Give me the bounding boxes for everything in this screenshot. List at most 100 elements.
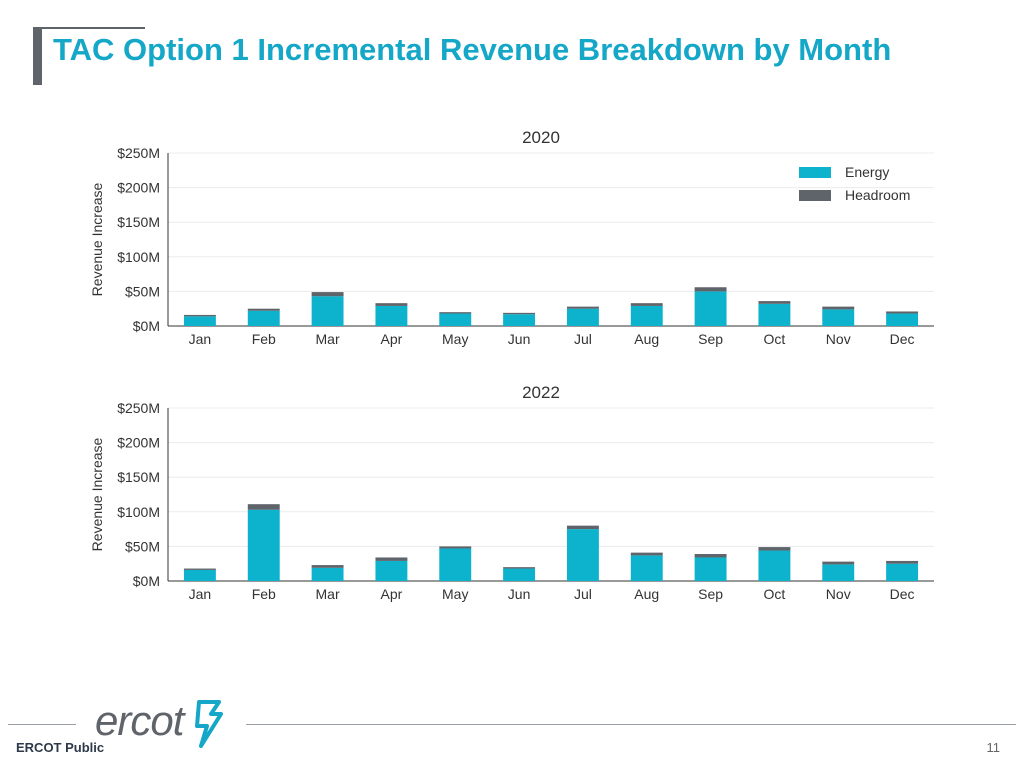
- y-tick-label: $150M: [117, 214, 160, 230]
- bar-headroom: [886, 560, 919, 564]
- chart-2020: 2020 Revenue Increase $0M $50M $100M $150M $20…: [89, 128, 934, 347]
- x-tick-label: Feb: [252, 331, 276, 347]
- footer-divider-left: [8, 724, 76, 725]
- x-tick-label: Mar: [316, 586, 340, 602]
- x-tick-label: Jan: [189, 331, 212, 347]
- ercot-logo: ercot: [95, 698, 230, 750]
- y-tick-label: $200M: [117, 435, 160, 451]
- bar-headroom: [247, 308, 280, 311]
- x-tick-label: Aug: [634, 331, 659, 347]
- bar-headroom: [247, 504, 280, 510]
- bar-headroom: [375, 557, 408, 561]
- bar-headroom: [503, 567, 536, 569]
- bar-headroom: [822, 306, 855, 310]
- title-accent-bar: [33, 27, 42, 85]
- bar-energy: [694, 291, 727, 326]
- bar-energy: [694, 557, 727, 581]
- bar-headroom: [758, 547, 791, 551]
- bar-headroom: [439, 312, 472, 314]
- x-tick-label: Aug: [634, 586, 659, 602]
- bar-headroom: [311, 565, 344, 568]
- y-tick-label: $100M: [117, 504, 160, 520]
- chart-title: 2020: [522, 128, 560, 147]
- y-tick-label: $0M: [133, 573, 160, 589]
- bar-energy: [630, 305, 663, 326]
- y-tick-label: $250M: [117, 145, 160, 161]
- bar-energy: [311, 296, 344, 326]
- bar-energy: [758, 550, 791, 581]
- x-tick-label: Jun: [508, 586, 531, 602]
- y-axis-label: Revenue Increase: [89, 437, 105, 551]
- bar-energy: [503, 568, 536, 581]
- bar-energy: [375, 560, 408, 581]
- bar-headroom: [694, 287, 727, 292]
- bar-energy: [886, 563, 919, 581]
- y-tick-label: $50M: [125, 538, 160, 554]
- x-tick-label: Oct: [764, 331, 786, 347]
- bar-headroom: [822, 561, 855, 565]
- bar-energy: [439, 313, 472, 326]
- lightning-bolt-icon: [195, 700, 223, 748]
- page-number: 11: [986, 740, 1001, 755]
- bar-energy: [822, 564, 855, 581]
- legend-label-energy: Energy: [845, 164, 889, 180]
- chart-2022: 2022 Revenue Increase $0M $50M $100M $150M $20…: [89, 383, 934, 602]
- bar-energy: [630, 555, 663, 581]
- x-tick-label: Sep: [698, 331, 723, 347]
- bar-energy: [311, 567, 344, 581]
- bar-energy: [566, 308, 599, 326]
- y-tick-label: $100M: [117, 249, 160, 265]
- bar-headroom: [630, 303, 663, 306]
- bar-energy: [822, 309, 855, 326]
- y-tick-label: $0M: [133, 318, 160, 334]
- bar-energy: [758, 303, 791, 326]
- legend-swatch-energy: [799, 167, 831, 178]
- bar-energy: [183, 316, 216, 326]
- x-tick-label: Jun: [508, 331, 531, 347]
- x-tick-label: Dec: [890, 331, 915, 347]
- bar-energy: [247, 509, 280, 581]
- bar-headroom: [375, 303, 408, 306]
- bar-headroom: [566, 525, 599, 530]
- bar-headroom: [503, 312, 536, 315]
- charts-area: 2020 Revenue Increase $0M $50M $100M $150M $20…: [89, 128, 934, 602]
- bar-energy: [566, 529, 599, 581]
- y-tick-label: $200M: [117, 180, 160, 196]
- x-tick-label: Jan: [189, 586, 212, 602]
- x-tick-label: May: [442, 586, 468, 602]
- x-tick-label: Feb: [252, 586, 276, 602]
- bar-headroom: [439, 546, 472, 549]
- bar-headroom: [183, 568, 216, 570]
- x-tick-label: Dec: [890, 586, 915, 602]
- logo-wordmark: ercot: [95, 697, 184, 744]
- y-axis-label: Revenue Increase: [89, 182, 105, 296]
- bar-headroom: [630, 552, 663, 556]
- bar-energy: [183, 569, 216, 581]
- bar-headroom: [183, 314, 216, 317]
- y-tick-label: $150M: [117, 469, 160, 485]
- bar-energy: [247, 310, 280, 326]
- bar-energy: [886, 313, 919, 326]
- y-tick-label: $250M: [117, 400, 160, 416]
- title-accent-line: [33, 27, 145, 29]
- legend-label-headroom: Headroom: [845, 187, 910, 203]
- x-tick-label: Jul: [574, 331, 592, 347]
- x-tick-label: Nov: [826, 586, 851, 602]
- bar-headroom: [758, 301, 791, 304]
- bar-energy: [503, 314, 536, 326]
- x-tick-label: Mar: [316, 331, 340, 347]
- legend-swatch-headroom: [799, 190, 831, 201]
- x-tick-label: May: [442, 331, 468, 347]
- bar-energy: [375, 305, 408, 326]
- y-tick-label: $50M: [125, 283, 160, 299]
- bar-headroom: [566, 306, 599, 309]
- chart-title: 2022: [522, 383, 560, 402]
- x-tick-label: Nov: [826, 331, 851, 347]
- bar-headroom: [694, 554, 727, 558]
- x-tick-label: Sep: [698, 586, 723, 602]
- footer-divider-right: [246, 724, 1016, 725]
- x-tick-label: Apr: [381, 586, 403, 602]
- bar-energy: [439, 548, 472, 581]
- page-title: TAC Option 1 Incremental Revenue Breakdo…: [53, 32, 892, 67]
- footer-label: ERCOT Public: [16, 740, 105, 755]
